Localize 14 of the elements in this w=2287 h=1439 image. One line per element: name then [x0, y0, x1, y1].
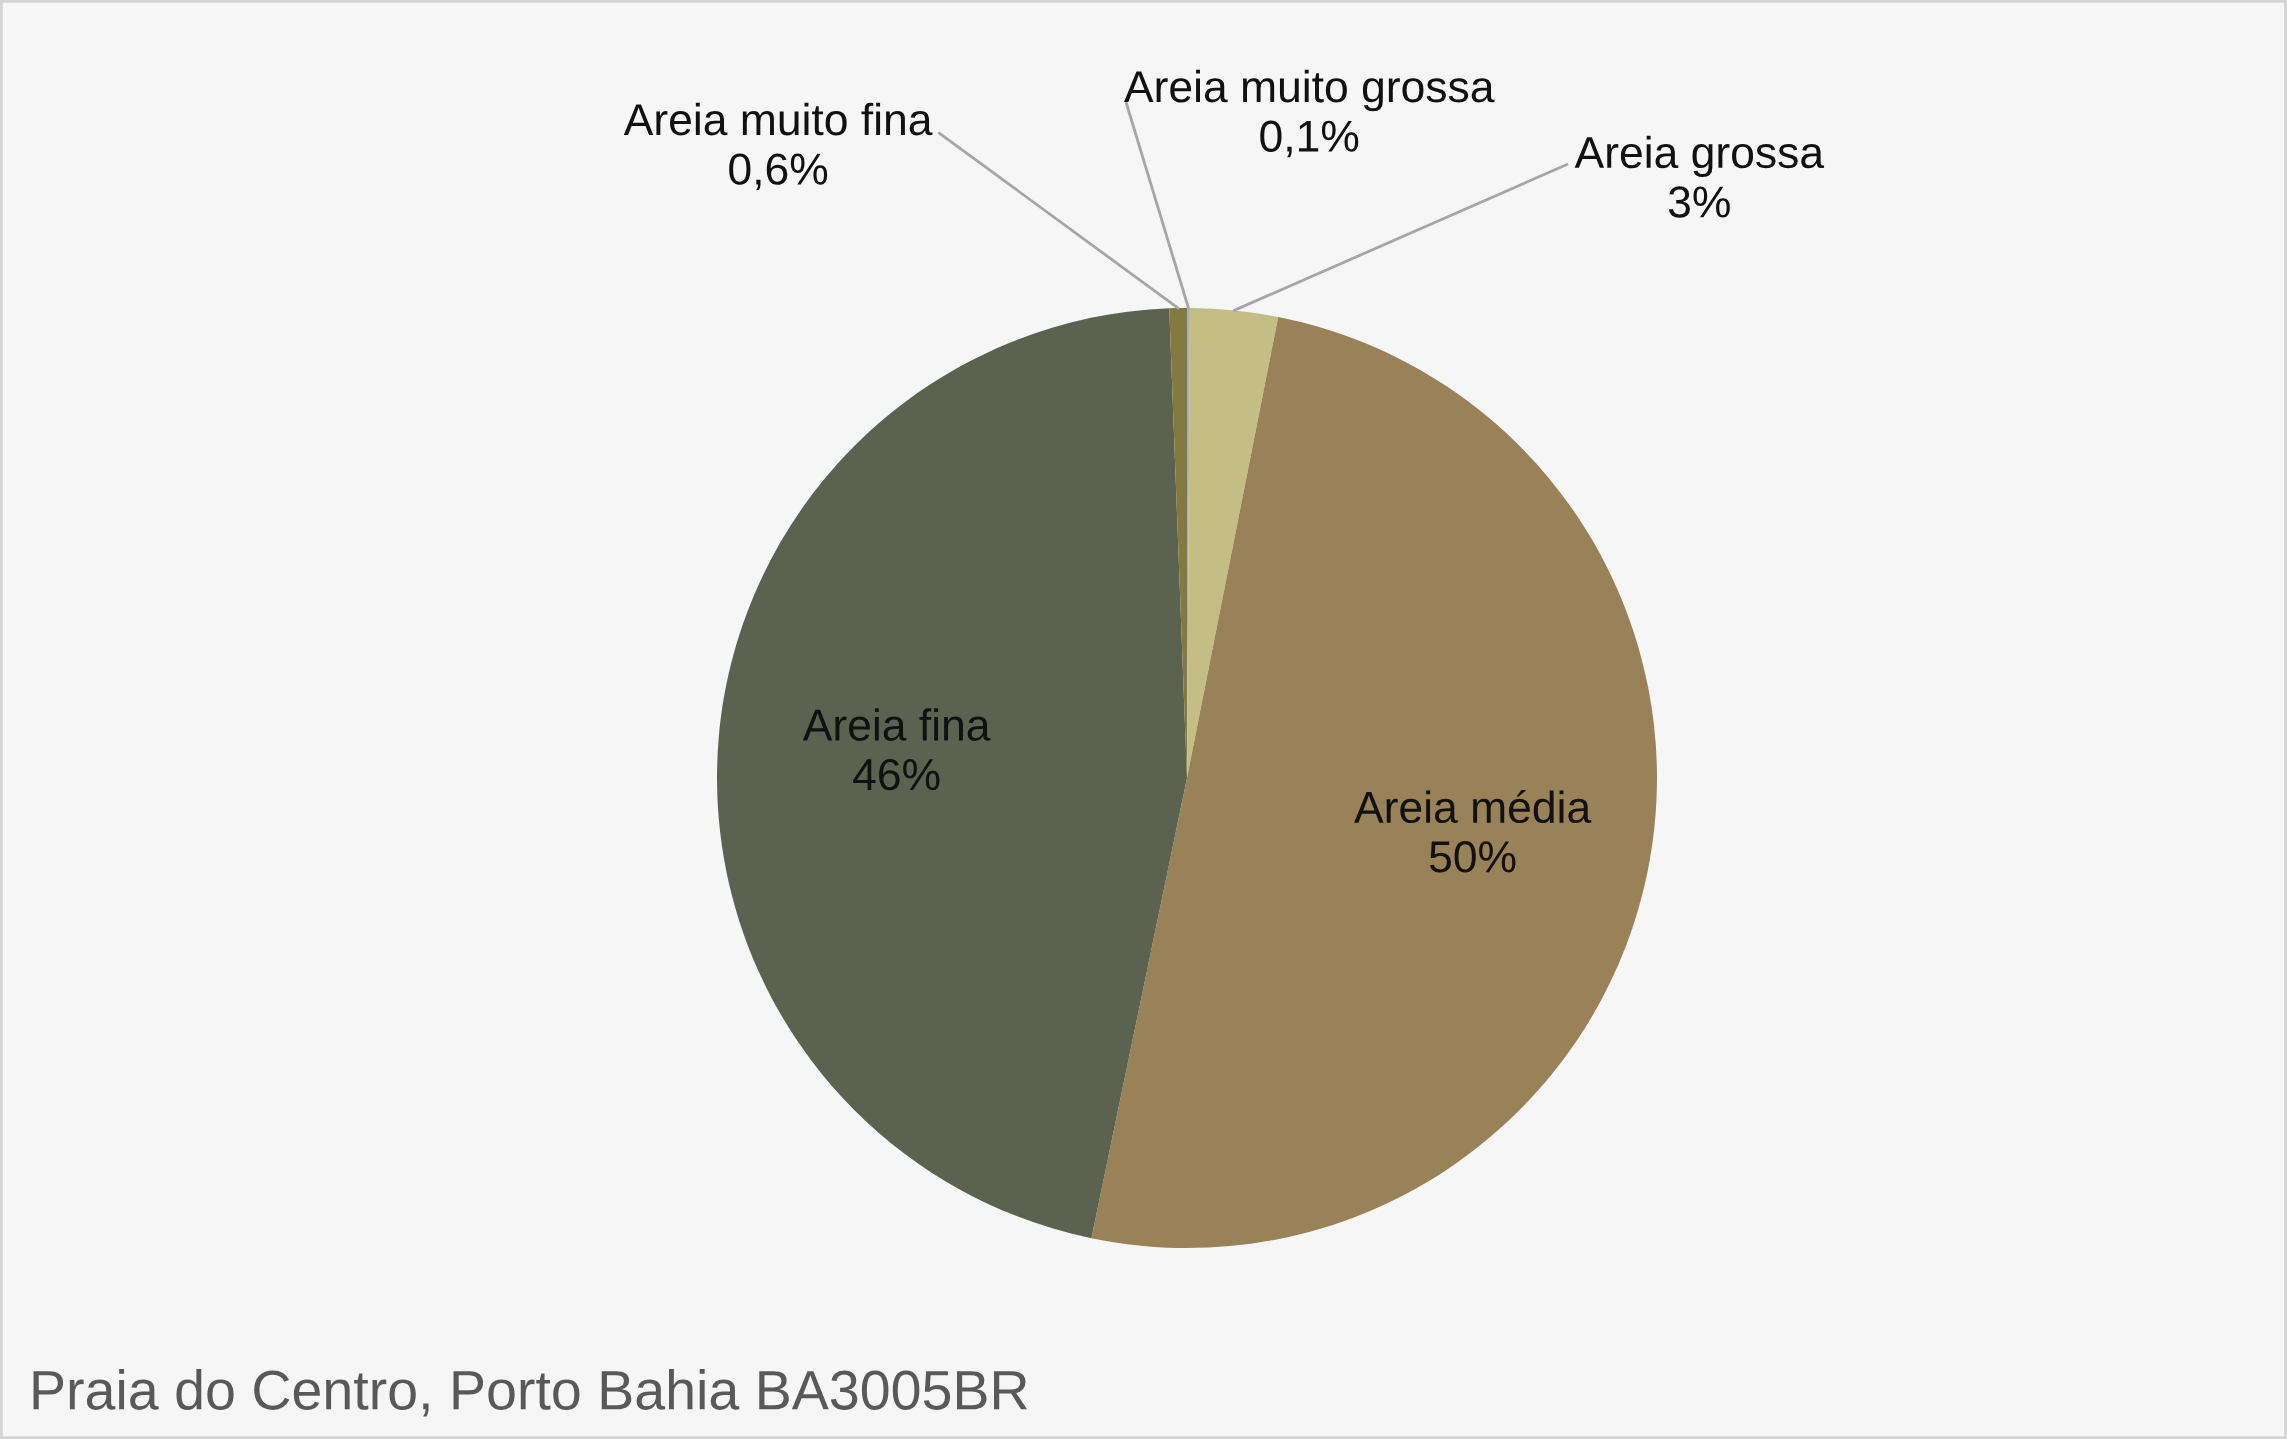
pie-slice [1091, 316, 1657, 1248]
data-label: 3% [1668, 186, 1730, 218]
pie-slice [717, 308, 1187, 1239]
data-label: 0,6% [729, 153, 828, 191]
pie-slice [1187, 308, 1279, 778]
slice-label: Areia muito grossa [1124, 69, 1495, 112]
data-label: 0,1% [1260, 120, 1359, 158]
slice-label: Areia média [1354, 789, 1592, 824]
slice-label: Areia grossa [1574, 135, 1825, 178]
data-label: 46% [853, 758, 940, 791]
text: Praia do Centro, Porto Bahia BA3005BR [33, 1369, 1028, 1417]
slice-label: Areia muito fina [623, 102, 933, 136]
slice-label: Areia fina [802, 708, 991, 741]
data-label: 50% [1429, 841, 1516, 873]
